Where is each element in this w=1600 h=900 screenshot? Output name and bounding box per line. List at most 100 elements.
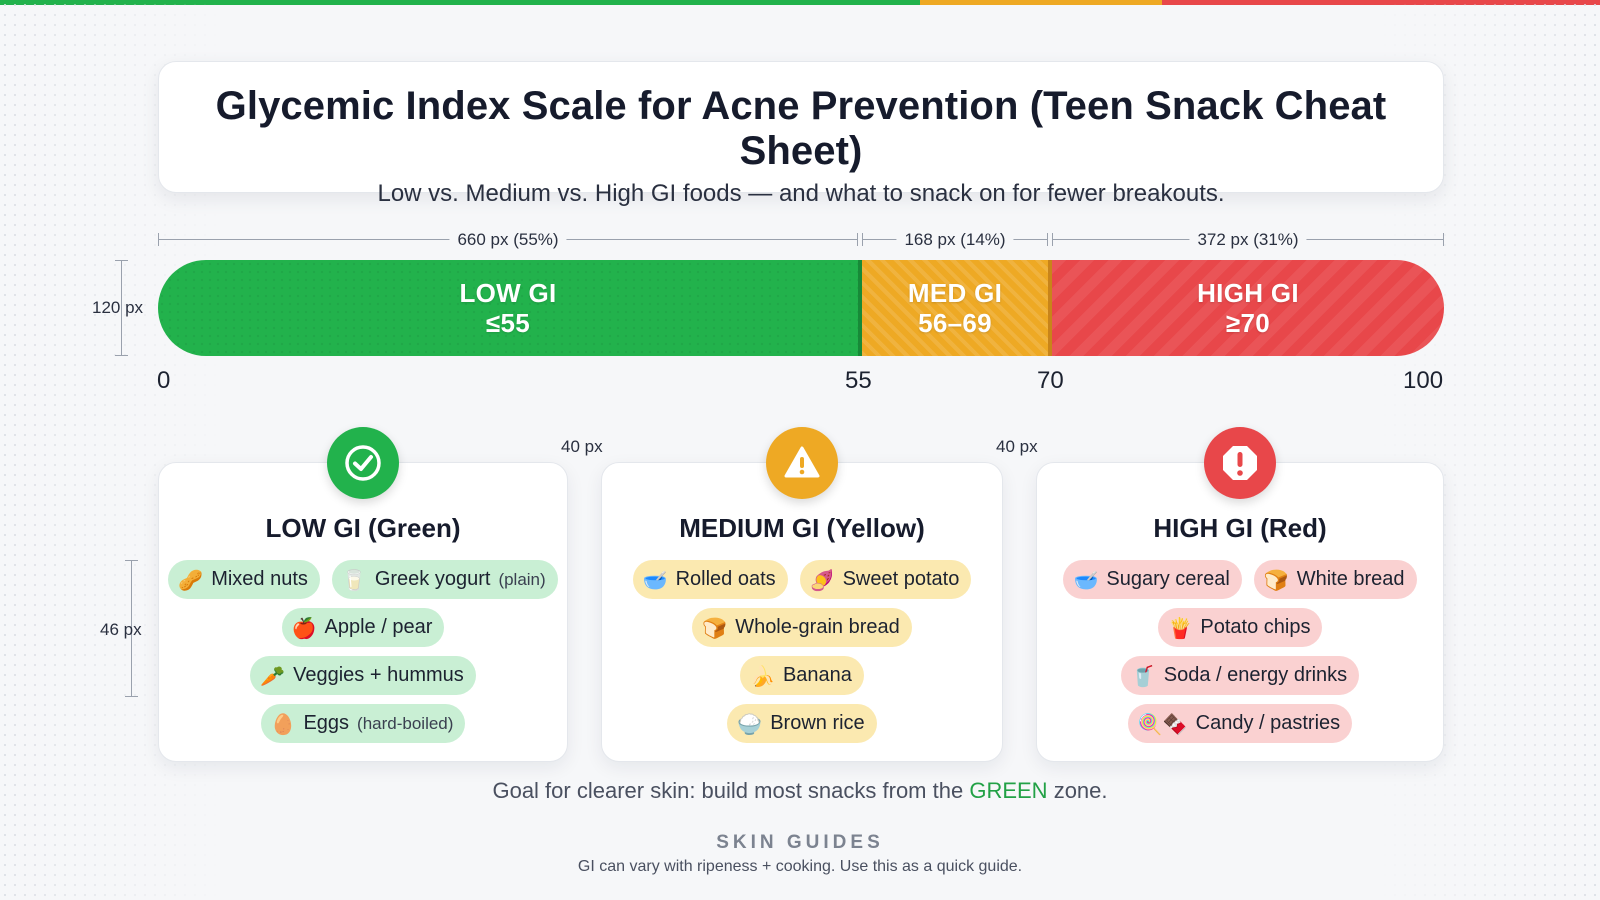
chip-row: 🥣 Sugary cereal 🍞 White bread: [1063, 560, 1417, 599]
goal-text-before: Goal for clearer skin: build most snacks…: [492, 778, 970, 803]
food-emoji-icon: 🍚: [737, 711, 763, 736]
chip-row: 🍟 Potato chips: [1157, 608, 1323, 647]
food-chip-label: White bread: [1296, 568, 1405, 590]
low-width-label: 660 px (55%): [449, 230, 567, 250]
med-width-dimension: 168 px (14%): [862, 230, 1048, 250]
chip-row: 🍌 Banana: [740, 656, 864, 695]
chip-row: 🥚 Eggs (hard-boiled): [260, 704, 466, 743]
chip-row: 🥣 Rolled oats 🍠 Sweet potato: [632, 560, 972, 599]
food-chip-label: Sugary cereal: [1106, 568, 1230, 590]
food-chip-label: Banana: [782, 664, 852, 686]
axis-label-55: 55: [845, 367, 872, 394]
high-width-dimension: 372 px (31%): [1052, 230, 1444, 250]
chip-row: 🥤 Soda / energy drinks: [1120, 656, 1360, 695]
food-chip: 🍟 Potato chips: [1157, 608, 1323, 647]
gi-scale-bar: LOW GI ≤55 MED GI 56–69 HIGH GI ≥70: [158, 260, 1444, 356]
high-gi-chip-list: 🥣 Sugary cereal 🍞 White bread 🍟 Potato chips 🥤…: [1037, 560, 1443, 743]
food-chip-label: Rolled oats: [675, 568, 776, 590]
food-emoji-icon: 🥕: [260, 663, 286, 688]
food-chip: 🍠 Sweet potato: [799, 560, 972, 599]
food-chip-label: Greek yogurt: [374, 568, 491, 590]
food-chip: 🍎 Apple / pear: [281, 608, 445, 647]
top-strip-red: [1162, 0, 1600, 5]
warning-triangle-icon: [766, 427, 838, 499]
axis-label-100: 100: [1403, 367, 1444, 394]
top-strip-yellow: [920, 0, 1162, 5]
high-gi-segment-name: HIGH GI: [1197, 278, 1299, 308]
medium-gi-card-title: MEDIUM GI (Yellow): [679, 513, 925, 543]
high-width-label: 372 px (31%): [1189, 230, 1307, 250]
food-emoji-icon: 🥚: [270, 711, 296, 736]
alert-octagon-icon: [1204, 427, 1276, 499]
food-emoji-icon: 🍞: [1263, 567, 1289, 592]
food-chip: 🍌 Banana: [740, 656, 864, 695]
low-gi-segment-range: ≤55: [485, 308, 531, 338]
bar-height-dimension: [112, 260, 132, 356]
food-chip-label: Candy / pastries: [1195, 712, 1341, 734]
food-chip: 🥣 Sugary cereal: [1063, 560, 1242, 599]
top-strip-green: [0, 0, 920, 5]
goal-text-highlight: GREEN: [969, 778, 1048, 803]
low-gi-segment: LOW GI ≤55: [158, 260, 858, 356]
food-emoji-icon: 🍭🍫: [1137, 711, 1188, 736]
food-chip: 🍞 Whole-grain bread: [692, 608, 912, 647]
food-emoji-icon: 🥣: [642, 567, 668, 592]
axis-label-0: 0: [157, 367, 171, 394]
check-circle-icon: [327, 427, 399, 499]
medium-gi-chip-list: 🥣 Rolled oats 🍠 Sweet potato 🍞 Whole-grain br…: [602, 560, 1002, 743]
food-chip-label: Potato chips: [1200, 616, 1311, 638]
food-chip-label: Apple / pear: [324, 616, 433, 638]
food-chip: 🥛 Greek yogurt (plain): [331, 560, 558, 599]
food-chip-label: Soda / energy drinks: [1163, 664, 1348, 686]
page-title: Glycemic Index Scale for Acne Prevention…: [215, 84, 1387, 173]
low-width-dimension: 660 px (55%): [158, 230, 858, 250]
food-emoji-icon: 🥤: [1130, 663, 1156, 688]
chip-row: 🍭🍫 Candy / pastries: [1127, 704, 1353, 743]
high-gi-segment: HIGH GI ≥70: [1052, 260, 1444, 356]
chip-row: 🥜 Mixed nuts 🥛 Greek yogurt (plain): [168, 560, 558, 599]
food-chip-label: Whole-grain bread: [735, 616, 900, 638]
food-chip: 🥣 Rolled oats: [632, 560, 788, 599]
food-chip-note: (hard-boiled): [357, 713, 454, 733]
med-gi-segment-range: 56–69: [918, 308, 992, 338]
high-gi-segment-range: ≥70: [1225, 308, 1271, 338]
card-gap-label-1: 40 px: [561, 437, 603, 456]
chip-row: 🍎 Apple / pear: [281, 608, 445, 647]
goal-text-after: zone.: [1047, 778, 1108, 803]
food-emoji-icon: 🥜: [178, 567, 204, 592]
food-chip: 🍭🍫 Candy / pastries: [1127, 704, 1353, 743]
med-width-label: 168 px (14%): [896, 230, 1014, 250]
food-chip: 🥤 Soda / energy drinks: [1120, 656, 1360, 695]
chip-height-dimension: [122, 560, 142, 697]
medium-gi-card: MEDIUM GI (Yellow) 🥣 Rolled oats 🍠 Sweet po…: [601, 462, 1003, 762]
food-chip-label: Eggs: [303, 712, 350, 734]
low-gi-chip-list: 🥜 Mixed nuts 🥛 Greek yogurt (plain) 🍎 Apple / …: [159, 560, 567, 743]
med-gi-segment: MED GI 56–69: [862, 260, 1048, 356]
food-chip: 🥚 Eggs (hard-boiled): [260, 704, 466, 743]
goal-text: Goal for clearer skin: build most snacks…: [0, 778, 1600, 804]
food-emoji-icon: 🍞: [702, 615, 728, 640]
food-chip: 🍞 White bread: [1253, 560, 1417, 599]
food-chip-label: Mixed nuts: [211, 568, 308, 590]
food-emoji-icon: 🥣: [1073, 567, 1099, 592]
food-chip: 🍚 Brown rice: [727, 704, 877, 743]
high-gi-card: HIGH GI (Red) 🥣 Sugary cereal 🍞 White bread…: [1036, 462, 1444, 762]
top-color-strip: [0, 0, 1600, 5]
food-emoji-icon: 🍟: [1167, 615, 1193, 640]
low-med-divider: [858, 260, 862, 356]
food-chip-note: (plain): [498, 569, 546, 589]
med-high-divider: [1048, 260, 1052, 356]
brand-label: SKIN GUIDES: [716, 832, 884, 853]
chip-row: 🍚 Brown rice: [727, 704, 877, 743]
chip-row: 🥕 Veggies + hummus: [250, 656, 476, 695]
food-emoji-icon: 🍎: [291, 615, 317, 640]
chip-height-label: 46 px: [100, 620, 142, 639]
chip-row: 🍞 Whole-grain bread: [692, 608, 912, 647]
card-gap-label-2: 40 px: [996, 437, 1038, 456]
high-gi-card-title: HIGH GI (Red): [1153, 513, 1327, 543]
food-chip-label: Veggies + hummus: [293, 664, 464, 686]
page-subtitle: Low vs. Medium vs. High GI foods — and w…: [377, 180, 1225, 207]
food-emoji-icon: 🍠: [809, 567, 835, 592]
title-card: Glycemic Index Scale for Acne Prevention…: [158, 61, 1444, 207]
low-gi-segment-name: LOW GI: [459, 278, 557, 308]
